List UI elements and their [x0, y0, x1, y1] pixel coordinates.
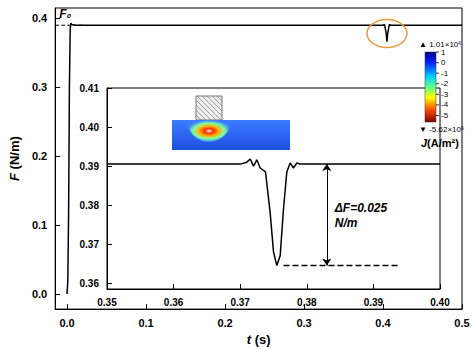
svg-text:(s): (s) [251, 332, 271, 347]
svg-text:-1: -1 [441, 69, 449, 78]
svg-text:0.4: 0.4 [32, 12, 48, 24]
svg-text:-2: -2 [441, 79, 449, 88]
svg-text:F: F [7, 173, 22, 181]
svg-text:▼ -5.62×10⁶: ▼ -5.62×10⁶ [419, 125, 464, 134]
svg-text:0.37: 0.37 [230, 297, 250, 308]
svg-text:0.38: 0.38 [297, 297, 317, 308]
svg-text:0.37: 0.37 [80, 239, 100, 250]
svg-text:0: 0 [441, 58, 446, 67]
svg-text:0.38: 0.38 [80, 200, 100, 211]
svg-text:0.4: 0.4 [375, 317, 391, 329]
svg-text:F₀: F₀ [59, 7, 71, 21]
svg-text:0.35: 0.35 [97, 297, 117, 308]
svg-text:0.5: 0.5 [454, 317, 469, 329]
svg-text:0.3: 0.3 [32, 81, 47, 93]
svg-text:ΔF=0.025: ΔF=0.025 [334, 201, 391, 215]
svg-text:0.39: 0.39 [80, 161, 100, 172]
svg-text:0.1: 0.1 [138, 317, 153, 329]
svg-text:-3: -3 [441, 90, 449, 99]
svg-text:0.36: 0.36 [80, 278, 100, 289]
svg-text:0.0: 0.0 [59, 317, 74, 329]
svg-text:0.0: 0.0 [32, 288, 47, 300]
svg-text:t: t [246, 332, 251, 347]
svg-text:0.39: 0.39 [364, 297, 384, 308]
svg-text:0.1: 0.1 [32, 219, 47, 231]
svg-text:0.36: 0.36 [164, 297, 184, 308]
svg-text:▲ 1.01×10⁶: ▲ 1.01×10⁶ [419, 40, 462, 49]
svg-text:0.2: 0.2 [217, 317, 232, 329]
svg-text:0.41: 0.41 [80, 83, 100, 94]
svg-text:-5: -5 [441, 111, 449, 120]
svg-text:0.40: 0.40 [430, 297, 450, 308]
svg-text:1: 1 [441, 48, 446, 57]
svg-text:0.2: 0.2 [32, 150, 47, 162]
svg-text:0.3: 0.3 [296, 317, 311, 329]
svg-text:0.40: 0.40 [80, 122, 100, 133]
svg-text:N/m: N/m [335, 216, 358, 230]
svg-text:-4: -4 [441, 100, 449, 109]
svg-text:J: J [421, 136, 428, 149]
svg-text:(N/m): (N/m) [7, 136, 22, 173]
svg-text:(A/m²): (A/m²) [427, 137, 459, 149]
